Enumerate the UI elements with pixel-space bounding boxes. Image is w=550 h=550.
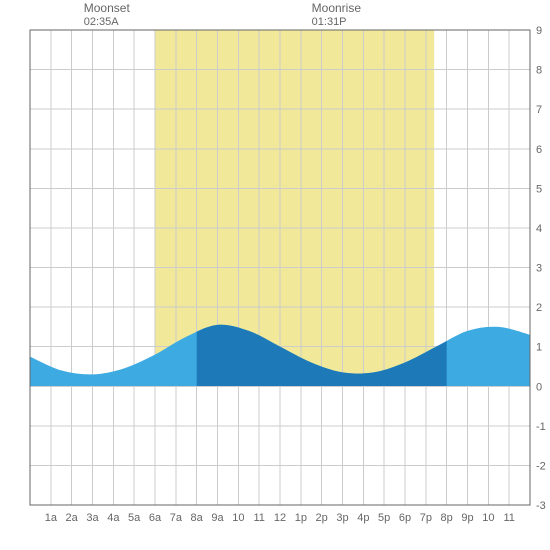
x-tick-label: 1p — [295, 512, 307, 524]
y-tick-label: 6 — [536, 144, 542, 156]
moonset-label: Moonset — [84, 1, 131, 15]
y-tick-label: 8 — [536, 65, 542, 77]
y-tick-label: 1 — [536, 342, 542, 354]
x-tick-label: 7p — [420, 512, 432, 524]
x-tick-label: 4a — [107, 512, 120, 524]
x-tick-label: 6p — [399, 512, 411, 524]
y-tick-label: 0 — [536, 381, 542, 393]
x-tick-label: 4p — [357, 512, 369, 524]
x-tick-label: 5a — [128, 512, 141, 524]
x-tick-label: 3a — [86, 512, 99, 524]
x-tick-label: 1a — [45, 512, 58, 524]
x-tick-label: 7a — [170, 512, 183, 524]
x-tick-label: 2p — [316, 512, 328, 524]
tide-chart-svg: -3-2-101234567891a2a3a4a5a6a7a8a9a101112… — [0, 0, 550, 550]
y-tick-label: -3 — [536, 500, 546, 512]
y-tick-label: 3 — [536, 263, 542, 275]
x-tick-label: 9a — [211, 512, 224, 524]
y-tick-label: 9 — [536, 25, 542, 37]
y-tick-label: 5 — [536, 183, 542, 195]
x-tick-label: 6a — [149, 512, 162, 524]
x-tick-label: 9p — [461, 512, 473, 524]
x-tick-label: 3p — [336, 512, 348, 524]
x-tick-label: 5p — [378, 512, 390, 524]
y-tick-label: 4 — [536, 223, 542, 235]
x-tick-label: 2a — [66, 512, 79, 524]
y-tick-label: -2 — [536, 460, 546, 472]
tide-chart: -3-2-101234567891a2a3a4a5a6a7a8a9a101112… — [0, 0, 550, 550]
moonset-time: 02:35A — [84, 16, 120, 28]
y-tick-label: 2 — [536, 302, 542, 314]
y-tick-label: 7 — [536, 104, 542, 116]
x-tick-label: 12 — [274, 512, 286, 524]
x-tick-label: 8p — [441, 512, 453, 524]
x-tick-label: 11 — [503, 512, 514, 524]
x-tick-label: 10 — [232, 512, 244, 524]
x-tick-label: 10 — [482, 512, 494, 524]
x-tick-label: 11 — [253, 512, 264, 524]
x-tick-label: 8a — [191, 512, 204, 524]
y-tick-label: -1 — [536, 421, 546, 433]
moonrise-label: Moonrise — [312, 1, 362, 15]
moonrise-time: 01:31P — [312, 16, 347, 28]
